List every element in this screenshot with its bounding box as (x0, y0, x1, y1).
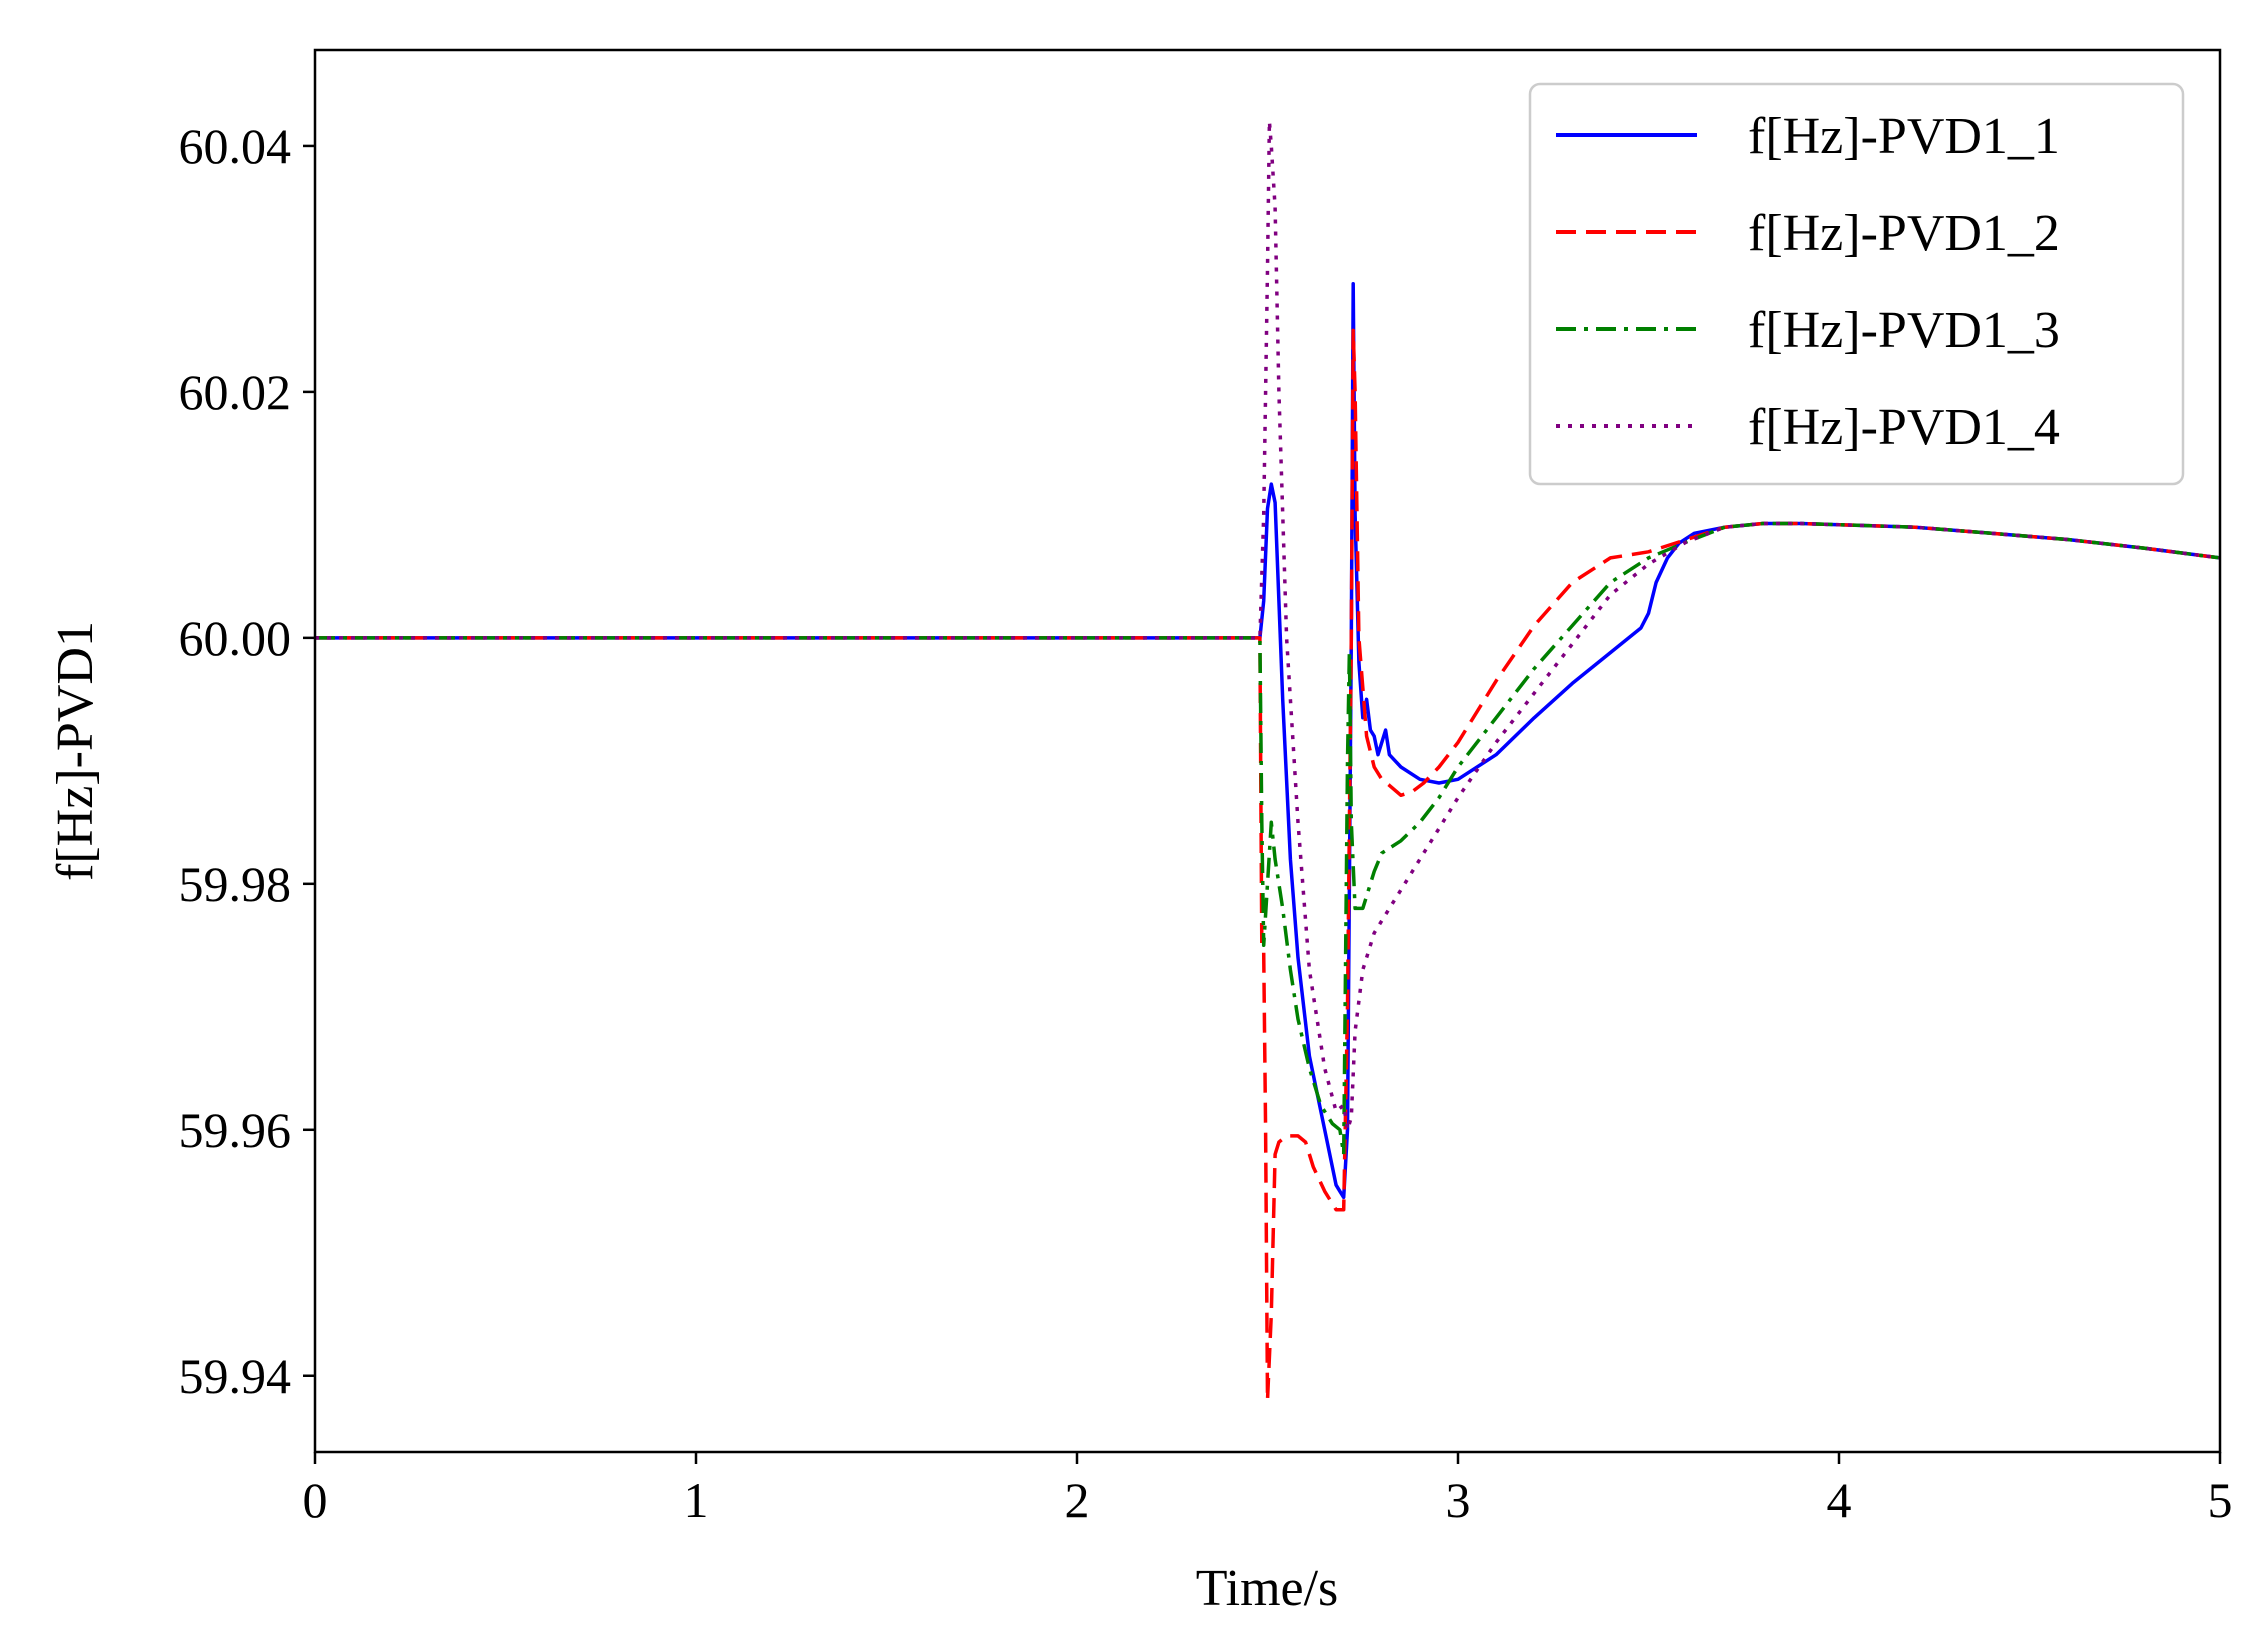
y-tick-label: 59.98 (179, 856, 292, 912)
x-tick-label: 2 (1065, 1472, 1090, 1528)
y-tick-label: 60.02 (179, 364, 292, 420)
y-tick-label: 60.00 (179, 610, 292, 666)
legend: f[Hz]-PVD1_1 f[Hz]-PVD1_2 f[Hz]-PVD1_3 f[Hz… (1528, 82, 2185, 486)
y-axis-label: f[Hz]-PVD1 (47, 621, 104, 881)
x-axis: 0 1 2 3 4 5 (303, 1452, 2233, 1528)
x-axis-label: Time/s (1196, 1560, 1339, 1617)
x-tick-label: 1 (684, 1472, 709, 1528)
legend-label-1: f[Hz]-PVD1_1 (1748, 108, 2060, 165)
x-tick-label: 4 (1827, 1472, 1852, 1528)
x-tick-label: 5 (2208, 1472, 2233, 1528)
y-tick-label: 59.94 (179, 1348, 292, 1404)
series-layer (315, 119, 2220, 1403)
y-tick-label: 60.04 (179, 118, 292, 174)
series-line-3 (315, 521, 2220, 1157)
x-tick-label: 0 (303, 1472, 328, 1528)
y-tick-label: 59.96 (179, 1102, 292, 1158)
x-tick-label: 3 (1446, 1472, 1471, 1528)
legend-label-3: f[Hz]-PVD1_3 (1748, 302, 2060, 359)
legend-label-2: f[Hz]-PVD1_2 (1748, 205, 2060, 262)
legend-label-4: f[Hz]-PVD1_4 (1748, 399, 2060, 456)
y-axis: 59.94 59.96 59.98 60.00 60.02 60.04 (179, 118, 315, 1404)
plot-area-frame (313, 48, 2222, 1454)
legend-box (1528, 82, 2185, 486)
series-line-4 (315, 119, 2220, 1132)
